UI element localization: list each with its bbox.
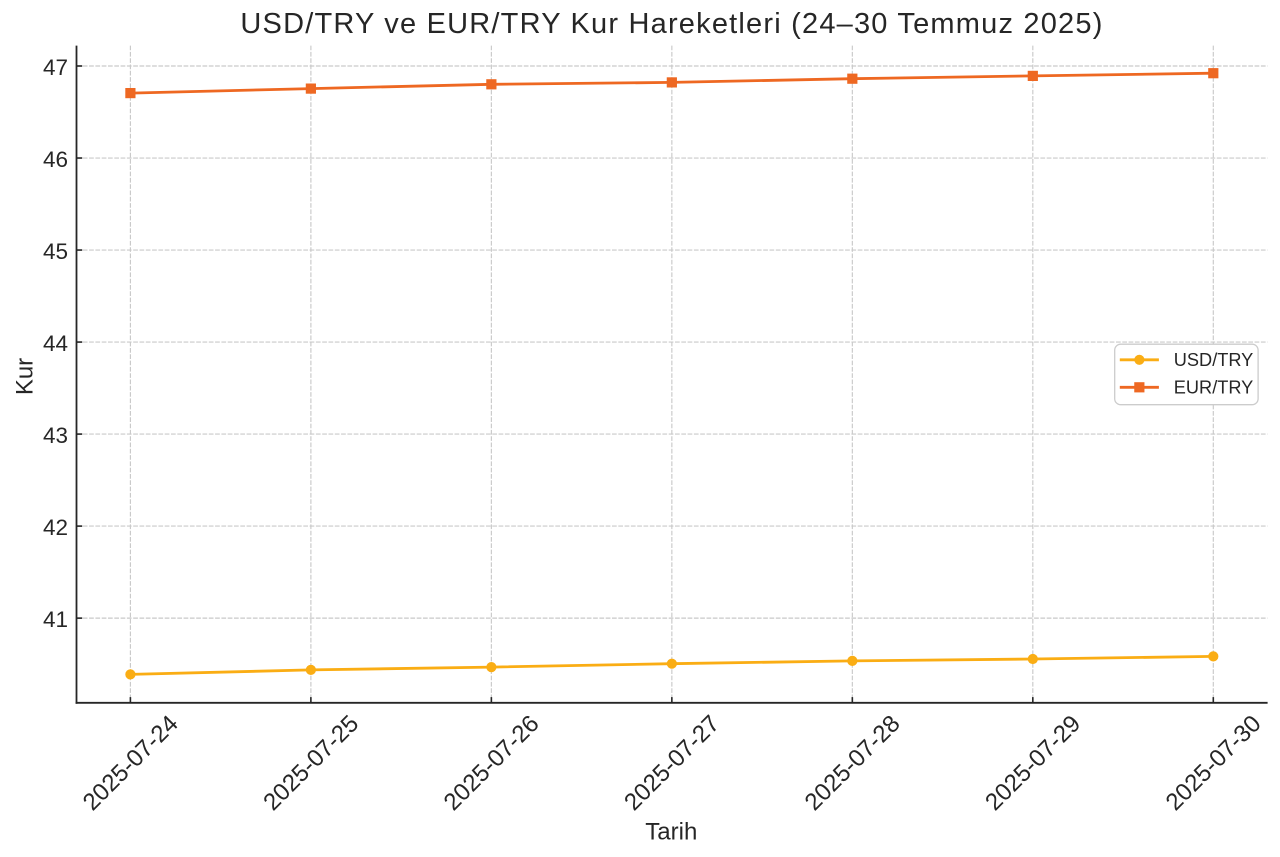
svg-text:USD/TRY ve EUR/TRY Kur Hareket: USD/TRY ve EUR/TRY Kur Hareketleri (24–3… xyxy=(240,8,1103,40)
svg-text:Kur: Kur xyxy=(12,358,39,395)
svg-text:USD/TRY: USD/TRY xyxy=(1174,350,1254,370)
svg-text:44: 44 xyxy=(43,331,68,356)
svg-text:42: 42 xyxy=(43,515,68,540)
svg-text:43: 43 xyxy=(43,423,68,448)
svg-text:Tarih: Tarih xyxy=(645,819,697,846)
svg-text:45: 45 xyxy=(43,239,68,264)
svg-text:47: 47 xyxy=(43,55,68,80)
svg-text:41: 41 xyxy=(43,607,68,632)
svg-text:EUR/TRY: EUR/TRY xyxy=(1174,377,1254,397)
svg-text:46: 46 xyxy=(43,147,68,172)
